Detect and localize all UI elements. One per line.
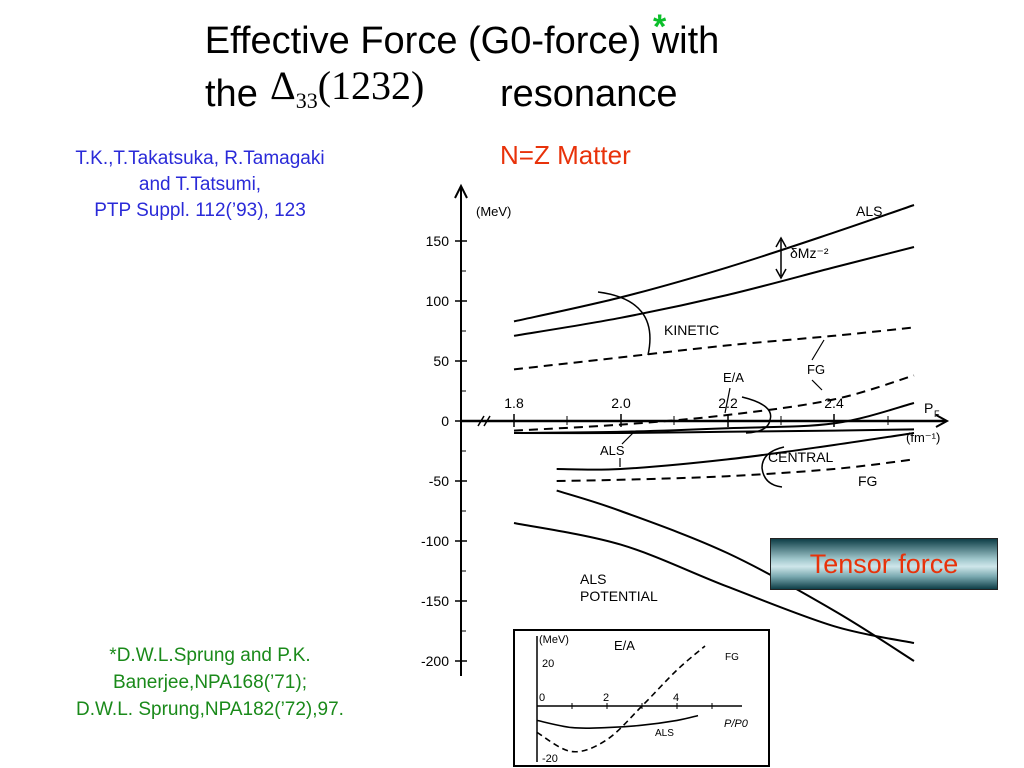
- annotation-ea: E/A: [723, 370, 744, 385]
- delta-subscript: 33: [295, 88, 318, 113]
- y-axis-arrow: [454, 183, 468, 199]
- y-tick-label: -200: [421, 653, 449, 669]
- reference-main: T.K.,T.Takatsuka, R.Tamagaki and T.Tatsu…: [0, 146, 400, 224]
- inset-x-tick-label: 4: [673, 692, 679, 704]
- delta-arrow-heads: [775, 236, 787, 280]
- x-axis-arrow: [935, 414, 950, 428]
- inset-x-label: P/P0: [724, 718, 749, 730]
- y-tick-label: 0: [441, 413, 449, 429]
- series-line: [556, 458, 915, 482]
- inset-y-tick-label: -20: [542, 753, 558, 765]
- series-line: [556, 432, 915, 471]
- series-line: [513, 428, 915, 435]
- annotation-fg: FG: [807, 362, 825, 377]
- x-tick-label: 2.2: [718, 395, 738, 411]
- reference-main-line: T.K.,T.Takatsuka, R.Tamagaki: [75, 148, 325, 169]
- inset-frame: [513, 629, 770, 767]
- title-line-2: the resonance: [0, 73, 1024, 119]
- y-axis-label: (MeV): [476, 204, 511, 219]
- y-tick-label: 50: [433, 353, 449, 369]
- series-line: [513, 204, 915, 323]
- delta-symbol: Δ33(1232): [270, 62, 424, 114]
- als-arrow-up: [621, 431, 635, 445]
- annotation-als-potential: ALS: [580, 571, 606, 587]
- y-tick-label: -150: [421, 593, 449, 609]
- title-star: *: [653, 8, 667, 46]
- x-tick-label: 1.8: [504, 395, 524, 411]
- reference-sprung-line: Banerjee,NPA168(’71);: [113, 672, 307, 693]
- y-tick-label: 150: [426, 233, 450, 249]
- title-the: the: [205, 73, 258, 115]
- title-resonance: resonance: [500, 73, 678, 115]
- reference-sprung-line: D.W.L. Sprung,NPA182(’72),97.: [76, 699, 344, 720]
- y-tick-label: -50: [429, 473, 449, 489]
- annotation-als-top: ALS: [856, 203, 882, 219]
- tensor-force-box: Tensor force: [770, 538, 998, 590]
- title-line-1: Effective Force (G0-force) with: [204, 20, 720, 62]
- series-line: [513, 326, 915, 371]
- reference-main-line: PTP Suppl. 112(’93), 123: [94, 200, 306, 221]
- inset-x-tick-label: 2: [603, 692, 609, 704]
- annotation-delta-mz: δMz⁻²: [790, 245, 829, 261]
- annotation-kinetic: KINETIC: [664, 322, 719, 338]
- reference-sprung: *D.W.L.Sprung and P.K. Banerjee,NPA168(’…: [10, 642, 410, 723]
- x-axis-label-sub: F: [934, 409, 940, 419]
- central-bracket: [761, 446, 785, 488]
- x-tick-label: 2.0: [611, 395, 631, 411]
- matter-label: N=Z Matter: [500, 140, 631, 170]
- inset-y-label: (MeV): [539, 634, 569, 646]
- inset-als-label: ALS: [655, 728, 674, 739]
- annotation-fg-lower: FG: [858, 473, 877, 489]
- x-axis-unit: (fm⁻¹): [906, 430, 940, 445]
- annotation-potential: POTENTIAL: [580, 588, 658, 604]
- inset-x-tick-label: 0: [539, 692, 545, 704]
- ea-arrow: [724, 387, 731, 414]
- x-axis-label: P: [924, 400, 933, 416]
- delta-letter: Δ: [270, 63, 296, 108]
- delta-mass: (1232): [317, 63, 425, 108]
- reference-main-line: and T.Tatsumi,: [138, 174, 262, 195]
- series-line: [513, 374, 915, 432]
- fg-arrow-down: [811, 379, 823, 391]
- series-line: [513, 402, 915, 434]
- inset-y-tick-label: 20: [542, 658, 554, 670]
- inset-series-line: [536, 645, 706, 753]
- kinetic-bracket: [597, 291, 651, 356]
- axis-break-mark: [477, 415, 491, 427]
- inset-title: E/A: [614, 638, 635, 653]
- y-tick-label: 100: [426, 293, 450, 309]
- upper-bracket: [741, 396, 772, 434]
- reference-sprung-line: *D.W.L.Sprung and P.K.: [109, 645, 311, 666]
- x-tick-label: 2.4: [824, 395, 844, 411]
- annotation-central: CENTRAL: [768, 449, 834, 465]
- annotation-als-mid: ALS: [600, 443, 625, 458]
- fg-arrow-up: [811, 339, 825, 361]
- inset-fg-label: FG: [725, 652, 739, 663]
- series-line: [513, 246, 915, 337]
- inset-series-line: [536, 714, 699, 730]
- y-tick-label: -100: [421, 533, 449, 549]
